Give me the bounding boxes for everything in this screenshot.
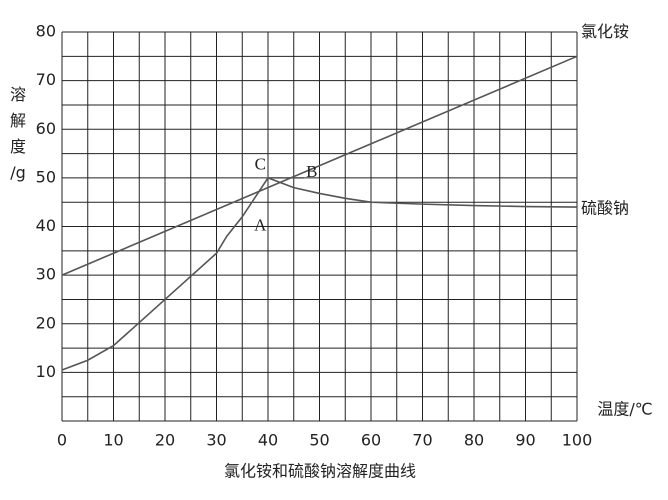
chart-title: 氯化铵和硫酸钠溶解度曲线 [224, 462, 416, 481]
series-line [61, 176, 578, 371]
y-axis-label: 溶解度/g [10, 85, 26, 182]
y-tick-label: 30 [36, 265, 56, 284]
y-tick-label: 20 [36, 313, 56, 332]
y-tick-label: 50 [36, 167, 56, 186]
annotation: C [255, 155, 266, 174]
series-label: 硫酸钠 [581, 199, 629, 218]
x-tick-label: 70 [412, 431, 432, 450]
x-tick-label: 80 [464, 431, 484, 450]
x-tick-label: 100 [562, 431, 593, 450]
series-label: 氯化铵 [581, 22, 629, 41]
x-tick-label: 50 [309, 431, 329, 450]
y-tick-label: 60 [36, 119, 56, 138]
annotation: B [306, 162, 317, 181]
y-tick-label: 10 [36, 362, 56, 381]
x-tick-label: 0 [57, 431, 67, 450]
x-tick-label: 20 [155, 431, 175, 450]
y-tick-label: 80 [36, 22, 56, 41]
x-axis-label: 温度/℃ [597, 400, 652, 419]
x-tick-label: 40 [258, 431, 278, 450]
x-tick-label: 90 [515, 431, 535, 450]
x-tick-label: 60 [361, 431, 381, 450]
x-tick-label: 10 [103, 431, 123, 450]
y-axis-label-text: 溶解度/g [10, 85, 26, 182]
annotation: A [254, 215, 267, 234]
y-tick-label: 40 [36, 216, 56, 235]
series-line [61, 55, 578, 276]
y-tick-label: 70 [36, 70, 56, 89]
x-tick-label: 30 [206, 431, 226, 450]
